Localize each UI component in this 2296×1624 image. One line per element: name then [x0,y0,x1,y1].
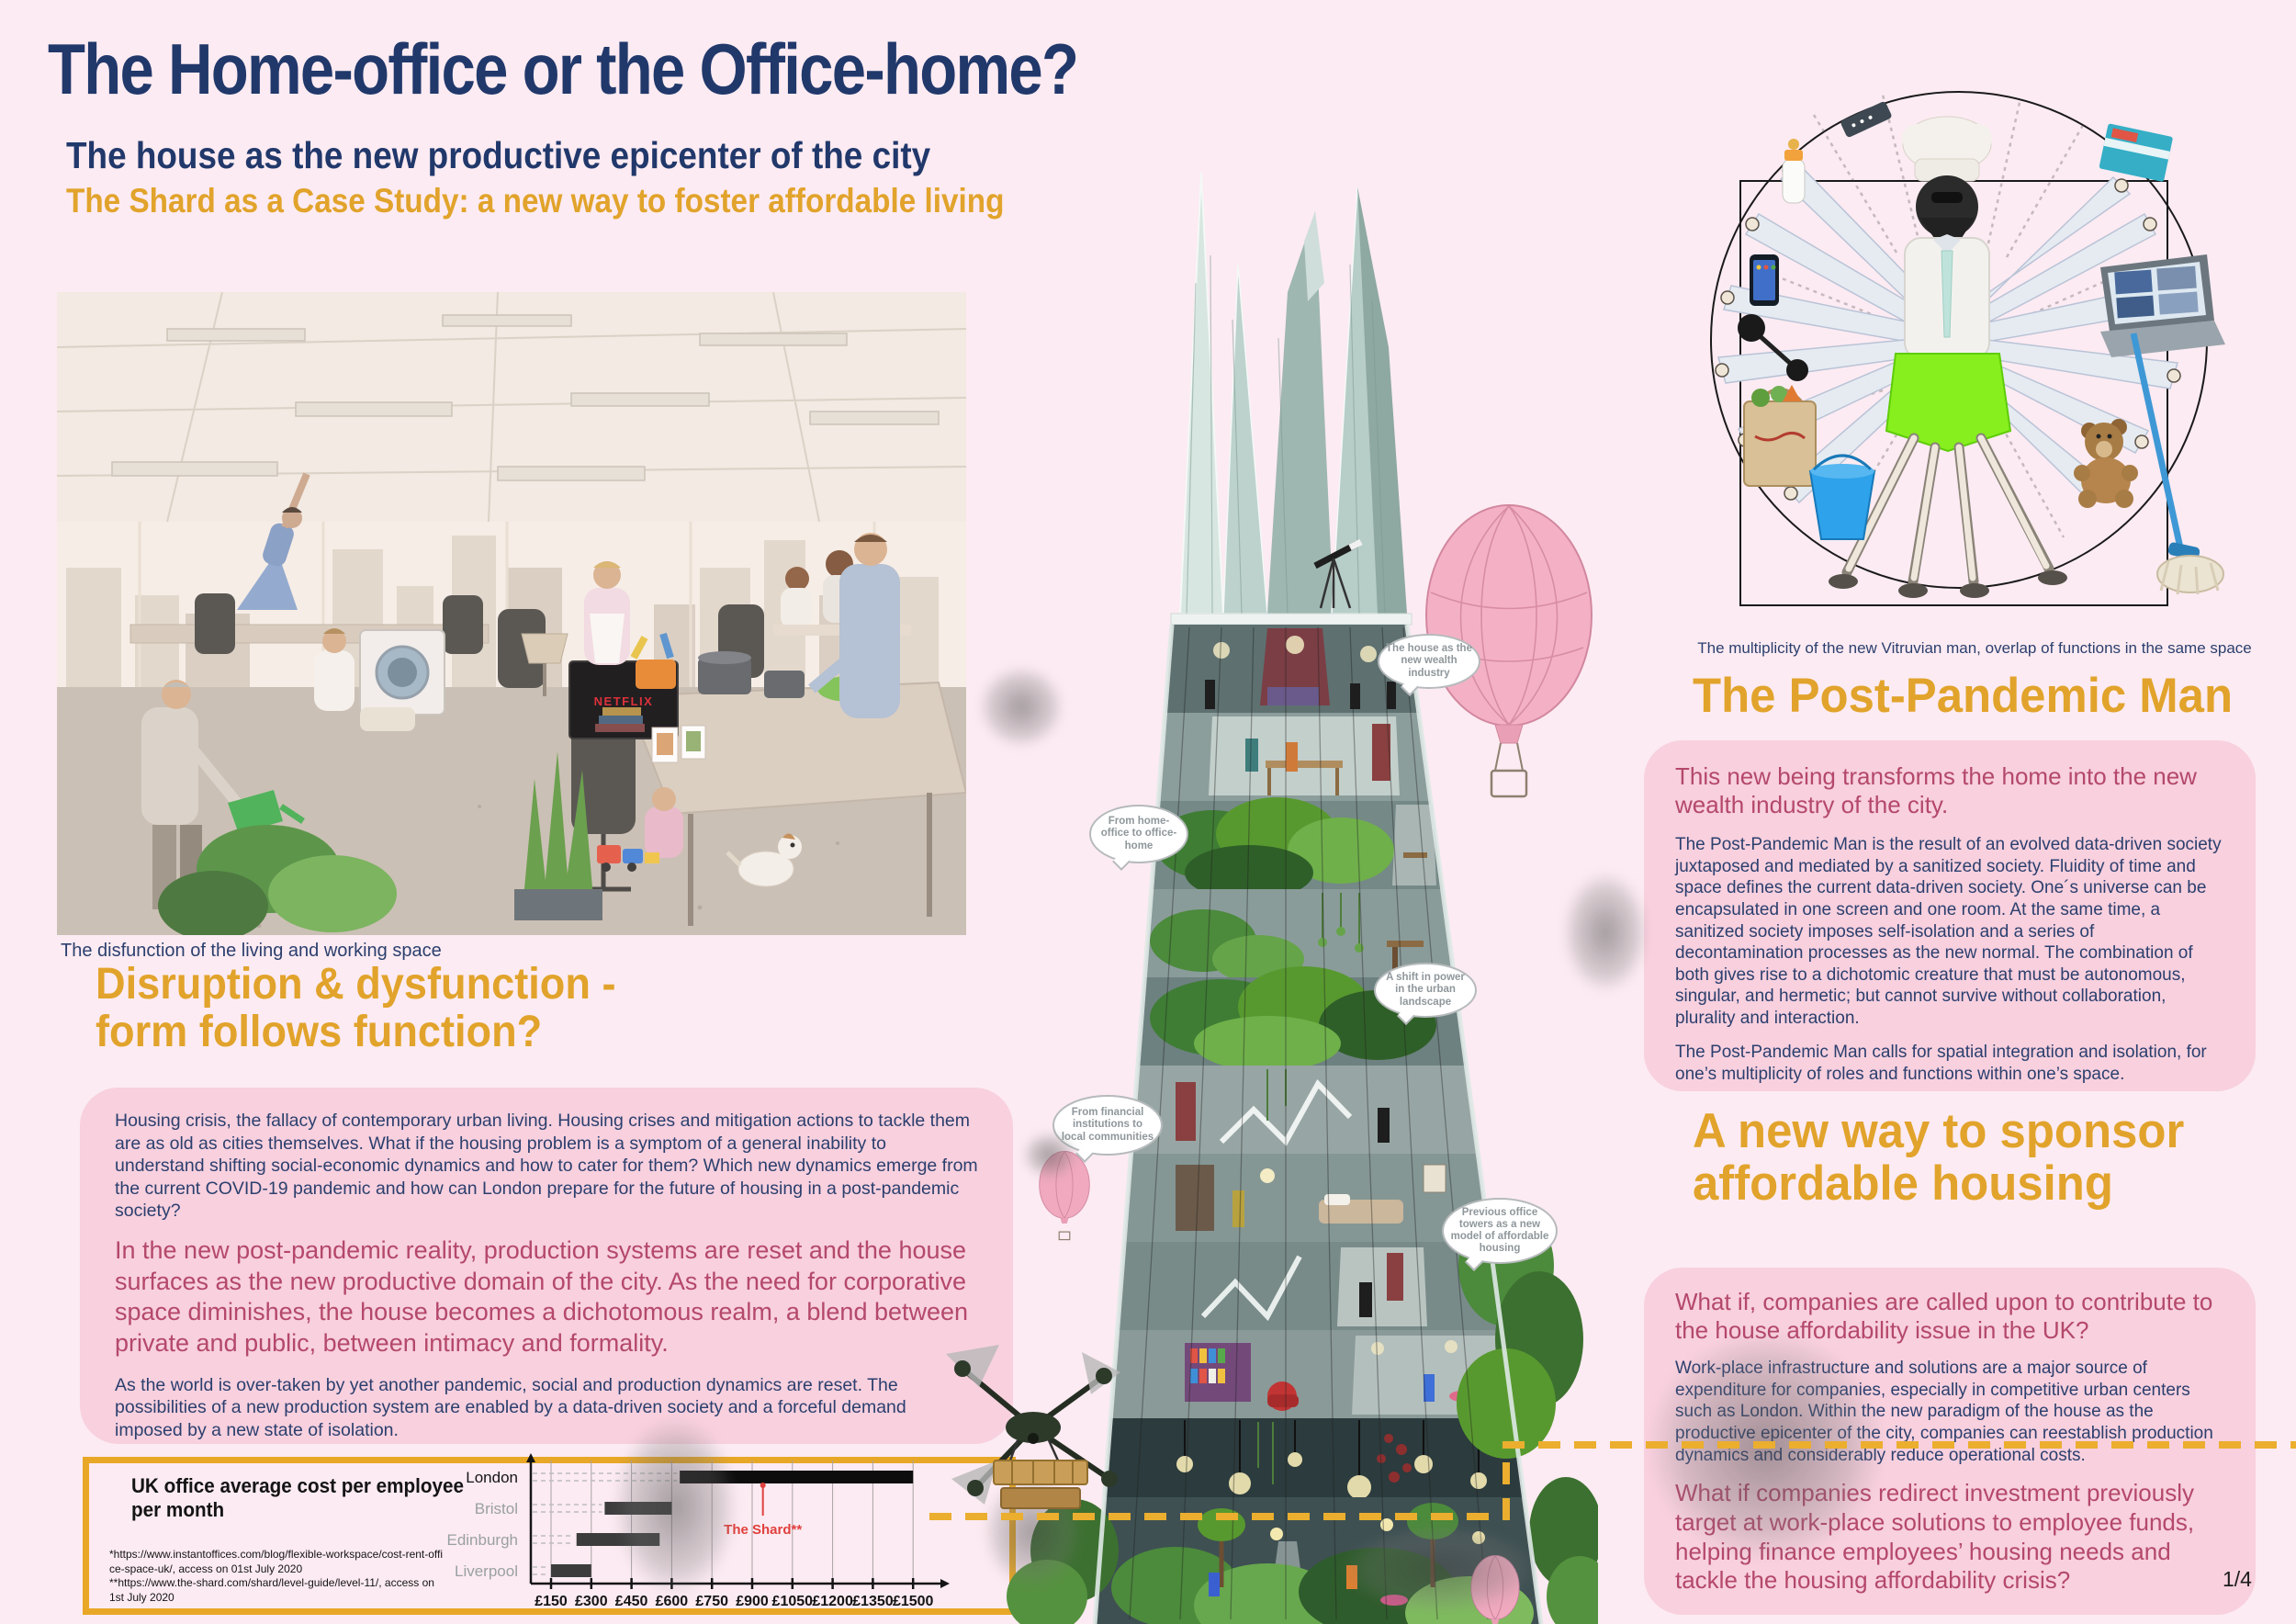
yoga-person [237,472,310,610]
cost-chart-panel: UK office average cost per employee per m… [83,1457,1016,1615]
post-pandemic-heading: The Post-Pandemic Man [1693,669,2234,723]
delivery-drone-icon [946,1343,1120,1536]
svg-text:£1200: £1200 [812,1594,853,1609]
cooking-person [808,533,900,718]
svg-text:Liverpool: Liverpool [455,1562,518,1580]
disruption-paragraph-1: Housing crisis, the fallacy of contempor… [115,1111,978,1222]
chart-footnotes: *https://www.instantoffices.com/blog/fle… [109,1548,444,1604]
smoke-cloud [1015,1125,1084,1185]
disruption-text-panel: Housing crisis, the fallacy of contempor… [80,1088,1013,1444]
tv-remote-icon [1840,101,1892,138]
cleaning-person [584,561,676,689]
bucket-icon [1808,454,1876,540]
dumbbell-icon [1738,314,1808,381]
office-plants [158,751,602,935]
tv-netflix-label: NETFLIX [594,694,654,708]
child-and-dog-scene [597,787,802,887]
svg-text:Edinburgh: Edinburgh [446,1531,518,1549]
disruption-paragraph-2: In the new post-pandemic reality, produc… [115,1235,969,1358]
disruption-heading-line2: form follows function? [96,1008,543,1056]
grocery-bag-icon [1743,385,1817,487]
smoke-cloud [966,654,1076,760]
post-pandemic-panel: This new being transforms the home into … [1644,740,2256,1091]
laptop-video-call-icon [2100,254,2225,357]
office-collage-image: NETFLIX [57,292,966,935]
smartphone-icon [1750,254,1779,306]
disruption-paragraph-3: As the world is over-taken by yet anothe… [115,1374,906,1440]
laundry-scene [314,628,445,731]
book-icon [2099,123,2173,182]
svg-text:£1350: £1350 [852,1594,894,1609]
svg-text:£1500: £1500 [893,1594,934,1609]
post-pandemic-lead: This new being transforms the home into … [1675,762,2197,819]
post-pandemic-body-1: The Post-Pandemic Man is the result of a… [1675,835,2222,1028]
route-dashed-line [929,1441,2296,1520]
sponsor-heading-line1: A new way to sponsor [1693,1104,2185,1158]
page-title: The Home-office or the Office-home? [48,28,1079,109]
tower-bubble-shift-power: A shift in power in the urban landscape [1374,963,1477,1018]
case-study-tagline: The Shard as a Case Study: a new way to … [66,182,1005,220]
tower-bubble-home-office: From home-office to office-home [1089,805,1188,863]
tower-bubble-office-towers: Previous office towers as a new model of… [1442,1198,1558,1264]
svg-text:£1050: £1050 [772,1594,814,1609]
page-subtitle: The house as the new productive epicente… [66,134,931,176]
sponsor-heading-line2: affordable housing [1693,1156,2113,1211]
teddy-bear-icon [2074,419,2138,508]
office-photo-caption: The disfunction of the living and workin… [61,941,442,961]
post-pandemic-body-2: The Post-Pandemic Man calls for spatial … [1675,1043,2207,1084]
svg-text:Bristol: Bristol [475,1500,518,1517]
svg-text:London: London [466,1469,518,1486]
office-collage-illustration: NETFLIX [57,292,966,935]
chef-hat-icon [1902,116,1992,182]
page-number: 1/4 [2223,1567,2252,1591]
smoke-cloud [1550,854,1660,1010]
vitruvian-caption: The multiplicity of the new Vitruvian ma… [1697,639,2252,657]
smoke-cloud [1311,1511,1569,1624]
chart-title: UK office average cost per employee per m… [131,1474,465,1522]
svg-text:£150: £150 [535,1594,568,1609]
vitruvian-man-illustration [1704,41,2273,615]
bookshelf [1185,1343,1251,1402]
smoke-cloud [595,1392,756,1621]
disruption-heading-line1: Disruption & dysfunction - [96,960,616,1009]
telescope-icon [1313,538,1363,609]
gardening-person [141,680,305,909]
mop-icon [2130,333,2224,595]
tower-bubble-wealth-industry: The house as the new wealth industry [1378,634,1480,689]
baby-bottle-icon [1782,139,1806,204]
